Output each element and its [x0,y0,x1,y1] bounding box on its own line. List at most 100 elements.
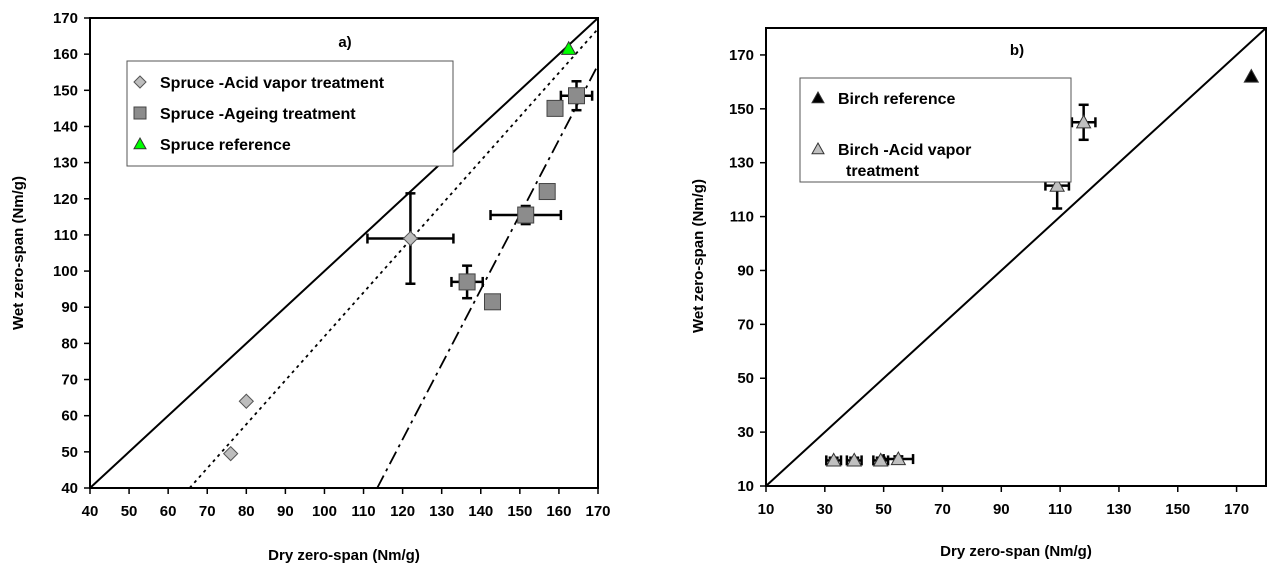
panel-b-series-1-point [1049,177,1066,192]
y-tick-label: 170 [53,10,78,27]
x-tick-label: 60 [160,503,177,520]
y-tick-label: 80 [61,335,78,352]
panel-a-x-axis-label: Dry zero-span (Nm/g) [268,547,420,564]
x-tick-label: 10 [758,501,775,518]
panel-b-label: b) [1010,42,1024,59]
x-tick-label: 30 [816,501,833,518]
panel-a-label: a) [338,34,351,51]
panel-b-x-axis-label: Dry zero-span (Nm/g) [940,543,1092,560]
panel-a-legend: Spruce -Acid vapor treatment Spruce -Agei… [126,60,454,167]
panel-a-series-1-point [568,87,586,105]
legend-label-line: treatment [846,163,920,180]
x-tick-label: 170 [585,503,610,520]
panel-a-chart: 40 50 60 70 80 90 100 110 120 130 140 150 160 170 40 5… [10,10,611,564]
x-tick-label: 70 [934,501,951,518]
y-tick-label: 130 [729,155,754,172]
x-tick-label: 110 [1048,501,1072,518]
x-tick-label: 160 [546,503,571,520]
legend-label-1: Birch -Acid vapor treatment [838,142,971,180]
panel-a-series-0-point [238,393,255,409]
panel-a-y-axis-label: Wet zero-span (Nm/g) [10,176,27,330]
x-tick-label: 90 [277,503,294,520]
y-tick-label: 40 [61,480,78,497]
panel-a-plot-frame [89,17,599,489]
panel-b-series-1-point [872,452,889,467]
x-tick-label: 90 [993,501,1010,518]
y-tick-label: 130 [53,155,78,172]
y-tick-label: 120 [53,191,78,208]
panel-a-legend-items: Spruce -Acid vapor treatment Spruce -Agei… [133,75,385,154]
panel-b-line-solid [766,28,1266,486]
panel-b-plot-frame [765,27,1267,487]
panel-b-series-1-point [825,452,842,467]
y-tick-label: 170 [729,47,754,64]
legend-label-line: Birch reference [838,91,955,108]
x-tick-label: 100 [312,503,337,520]
panel-b-reference-lines [766,28,1266,486]
x-tick-label: 130 [1106,501,1131,518]
legend-label-line: Spruce reference [160,137,291,154]
x-tick-label: 130 [429,503,454,520]
panel-a-line-solid [90,18,598,488]
y-tick-label: 100 [53,263,78,280]
panel-b-y-axis-label: Wet zero-span (Nm/g) [690,179,707,333]
legend-label-0: Spruce -Acid vapor treatment [160,75,385,92]
y-tick-label: 70 [61,372,78,389]
panel-a-y-ticks: 40 50 60 70 80 90 100 110 120 130 140 150 160 170 [53,10,90,497]
panel-b-series-1-point [846,452,863,467]
panel-b-series-1-point [1075,114,1092,129]
y-tick-label: 50 [61,444,78,461]
x-tick-label: 40 [82,503,99,520]
panel-a-series-1-point [458,273,476,291]
panel-a-series-1-point [483,293,501,311]
x-tick-label: 120 [390,503,415,520]
y-tick-label: 150 [729,101,754,118]
panel-b-y-ticks: 10 30 50 70 90 110 130 150 170 [729,47,766,495]
x-tick-label: 70 [199,503,216,520]
panel-b-series-0-point [1243,68,1260,83]
y-tick-label: 50 [737,370,754,387]
y-tick-label: 160 [53,46,78,63]
panel-a-reference-lines [90,18,598,488]
panel-a-series-2-point [560,40,577,55]
panel-b-data-points [825,68,1260,467]
panel-b-legend-box [799,77,1072,183]
y-tick-label: 10 [737,478,754,495]
legend-label-line: Spruce -Ageing treatment [160,106,356,123]
panel-a-series-1-point [517,206,535,224]
panel-a-line-dashdot [376,64,598,488]
legend-label-line: Birch -Acid vapor [838,142,971,159]
x-tick-label: 50 [875,501,892,518]
y-tick-label: 110 [730,209,754,226]
legend-label-line: Spruce -Acid vapor treatment [160,75,385,92]
x-tick-label: 170 [1224,501,1249,518]
y-tick-label: 90 [737,262,754,279]
legend-marker-0 [811,90,825,104]
panel-a-data-points [222,40,586,462]
panel-b-chart: 10 30 50 70 90 110 130 150 170 10305070901101301… [690,27,1267,560]
x-tick-label: 150 [507,503,532,520]
legend-marker-1 [811,141,825,155]
panel-a-series-0-point [222,445,239,462]
x-tick-label: 110 [351,503,375,520]
panel-b-series-1-point [890,451,907,466]
y-tick-label: 140 [53,118,78,135]
y-tick-label: 150 [53,82,78,99]
legend-label-1: Spruce -Ageing treatment [160,106,356,123]
legend-marker-2 [133,136,147,150]
panel-a-series-1-point [538,183,556,201]
y-tick-label: 30 [737,424,754,441]
panel-b-legend-items: Birch reference Birch -Acid vapor treatmen… [811,90,971,180]
y-tick-label: 90 [61,299,78,316]
legend-marker-0 [133,75,147,89]
legend-marker-1 [133,106,147,120]
x-tick-label: 80 [238,503,255,520]
y-tick-label: 70 [737,316,754,333]
panel-a-series-1-point [546,99,564,117]
panel-b-x-ticks: 10 30 50 70 90 110 130 150 170 [758,486,1249,518]
legend-label-2: Spruce reference [160,137,291,154]
panel-a-x-ticks: 40 50 60 70 80 90 100 110 120 130 140 150 160 170 [82,488,611,520]
panel-b-legend: Birch reference Birch -Acid vapor treatmen… [799,77,1072,183]
panel-a-series-0-point [402,230,419,247]
